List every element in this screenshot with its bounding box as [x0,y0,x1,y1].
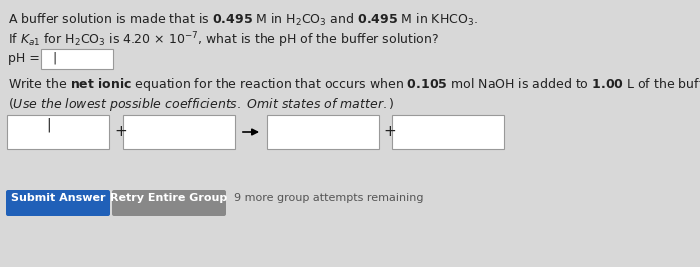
FancyBboxPatch shape [7,115,109,149]
Text: +: + [383,124,395,139]
FancyBboxPatch shape [6,190,110,216]
FancyBboxPatch shape [267,115,379,149]
Text: Submit Answer: Submit Answer [10,193,105,203]
Text: A buffer solution is made that is $\mathbf{0.495}$ M in H$_2$CO$_3$ and $\mathbf: A buffer solution is made that is $\math… [8,12,478,28]
FancyBboxPatch shape [123,115,235,149]
Text: Write the $\bf{net\ ionic}$ equation for the reaction that occurs when $\mathbf{: Write the $\bf{net\ ionic}$ equation for… [8,76,700,93]
FancyBboxPatch shape [41,49,113,69]
FancyBboxPatch shape [112,190,226,216]
Text: |: | [46,117,50,132]
Text: +: + [114,124,127,139]
Text: 9 more group attempts remaining: 9 more group attempts remaining [234,193,424,203]
FancyBboxPatch shape [392,115,504,149]
Text: pH =: pH = [8,52,40,65]
Text: Retry Entire Group: Retry Entire Group [111,193,228,203]
Text: |: | [52,51,56,64]
Text: $\it{(Use\ the\ lowest\ possible\ coefficients.\ Omit\ states\ of\ matter.)}$: $\it{(Use\ the\ lowest\ possible\ coeffi… [8,96,394,113]
Text: If $K_{a1}$ for H$_2$CO$_3$ is 4.20 $\times$ 10$^{-7}$, what is the pH of the bu: If $K_{a1}$ for H$_2$CO$_3$ is 4.20 $\ti… [8,30,439,50]
